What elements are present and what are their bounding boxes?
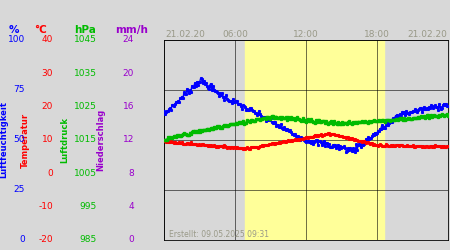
Text: 06:00: 06:00	[222, 30, 248, 39]
Text: 75: 75	[13, 86, 25, 94]
Text: 0: 0	[47, 169, 53, 178]
Text: Temperatur: Temperatur	[21, 112, 30, 168]
Text: Luftdruck: Luftdruck	[61, 117, 70, 163]
Text: 30: 30	[41, 69, 53, 78]
Text: 25: 25	[14, 186, 25, 194]
Text: 20: 20	[123, 69, 134, 78]
Text: 1005: 1005	[74, 169, 97, 178]
Text: °C: °C	[34, 25, 46, 35]
Text: 1035: 1035	[74, 69, 97, 78]
Text: mm/h: mm/h	[115, 25, 148, 35]
Bar	[245, 40, 384, 240]
Text: 985: 985	[80, 236, 97, 244]
Text: 0: 0	[19, 236, 25, 244]
Text: 50: 50	[13, 136, 25, 144]
Text: 12: 12	[123, 136, 134, 144]
Text: 12:00: 12:00	[293, 30, 319, 39]
Text: 20: 20	[42, 102, 53, 111]
Text: 24: 24	[123, 36, 134, 44]
Text: 1015: 1015	[74, 136, 97, 144]
Text: 4: 4	[129, 202, 134, 211]
Text: 40: 40	[42, 36, 53, 44]
Text: Niederschlag: Niederschlag	[97, 109, 106, 171]
Text: 1025: 1025	[74, 102, 97, 111]
Text: 10: 10	[41, 136, 53, 144]
Text: -10: -10	[38, 202, 53, 211]
Text: hPa: hPa	[74, 25, 96, 35]
Text: 21.02.20: 21.02.20	[407, 30, 447, 39]
Text: 8: 8	[128, 169, 134, 178]
Text: Luftfeuchtigkeit: Luftfeuchtigkeit	[0, 102, 8, 178]
Text: -20: -20	[38, 236, 53, 244]
Text: 1045: 1045	[74, 36, 97, 44]
Text: 16: 16	[122, 102, 134, 111]
Text: %: %	[9, 25, 19, 35]
Text: 995: 995	[80, 202, 97, 211]
Text: Erstellt: 09.05.2025 09:31: Erstellt: 09.05.2025 09:31	[169, 230, 269, 239]
Text: 0: 0	[128, 236, 134, 244]
Text: 100: 100	[8, 36, 25, 44]
Text: 21.02.20: 21.02.20	[165, 30, 205, 39]
Text: 18:00: 18:00	[364, 30, 390, 39]
